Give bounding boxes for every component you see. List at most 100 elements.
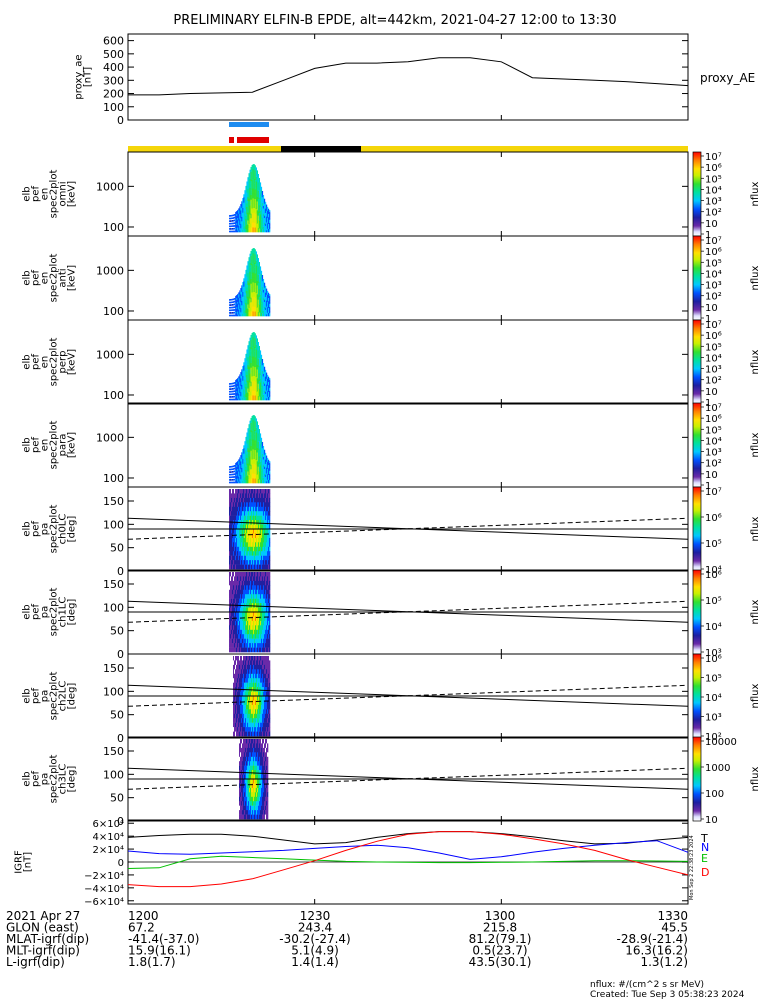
igrf-tick-3: 0 [118, 858, 124, 869]
pa_ch1LC-ylabel-line-2: pa [40, 606, 51, 618]
pa_ch0LC-colorbar-tick-2: 10⁶ [705, 513, 722, 524]
pa_ch0LC-ylabel-line-4: ch0LC [58, 514, 69, 545]
spec_para-ylabel-line-2: en [40, 439, 51, 452]
pa_ch3LC-ylabel-line-0: elb [22, 771, 33, 786]
footer-label-1: GLON (east) [6, 921, 79, 935]
black-status-bar [281, 146, 361, 152]
footer-label-0: 2021 Apr 27 [6, 909, 80, 923]
x-ticks [127, 34, 689, 904]
spec_omni-ylabel-line-5: [keV] [67, 181, 78, 207]
spec_para-tick-0: 100 [103, 472, 124, 485]
created-stamp: Created: Tue Sep 3 05:38:23 2024 [590, 990, 745, 1000]
spec_perp-colorbar-tick-1: 10 [705, 387, 718, 398]
spec_anti-spectrogram [229, 248, 271, 317]
spec_perp-colorbar-label: nflux [750, 349, 761, 374]
spec_perp-colorbar-tick-4: 10⁴ [705, 353, 722, 364]
igrf-tick-1: −4×10⁴ [84, 884, 124, 895]
footer-value-0-2: 1300 [485, 909, 516, 923]
pa_ch0LC-ylabel-line-3: spec2plot [49, 505, 60, 554]
footer-value-2-1: -30.2(-27.4) [279, 932, 350, 946]
pa_ch1LC-tick-3: 150 [103, 578, 124, 591]
pa_ch3LC-colorbar-tick-0: 10 [705, 815, 718, 826]
pa_ch0LC-tick-0: 0 [117, 565, 124, 578]
proxy-ae-ylabel: proxy_ae[nT] [74, 54, 94, 99]
panel-spec_para: 1001000elbpefenspec2plotpara[keV]11010²1… [22, 402, 761, 492]
pa_ch2LC-colorbar-tick-1: 10³ [705, 713, 722, 724]
spec_perp-spectrogram [229, 332, 271, 401]
pa_ch3LC-tick-1: 50 [110, 792, 124, 805]
spec_omni-ylabel-line-0: elb [22, 186, 33, 201]
pa_ch2LC-ylabel-line-5: [deg] [67, 683, 78, 710]
spec_omni-colorbar-tick-0: 1 [705, 230, 711, 241]
spec_para-colorbar-tick-6: 10⁶ [705, 414, 722, 425]
spec_omni-tick-1: 1000 [96, 180, 124, 193]
spec_omni-colorbar-label: nflux [750, 181, 761, 206]
pa_ch2LC-ylabel-line-2: pa [40, 690, 51, 702]
igrf-N-line [127, 840, 689, 860]
spec_perp-colorbar-tick-7: 10⁷ [705, 320, 722, 331]
pa_ch2LC-ylabel-line-4: ch2LC [58, 681, 69, 712]
pa_ch1LC-ylabel-line-3: spec2plot [49, 588, 60, 637]
spec_anti-tick-0: 100 [103, 305, 124, 318]
proxy-ae-tick-5: 500 [103, 48, 124, 61]
spec_perp-ylabel-line-0: elb [22, 354, 33, 369]
pa_ch0LC-colorbar-label: nflux [750, 516, 761, 541]
spec_anti-ylabel-line-5: [keV] [67, 265, 78, 291]
proxy-ae-tick-3: 300 [103, 74, 124, 87]
spec_omni-ylabel-line-4: omni [58, 182, 69, 207]
footer-label-2: MLAT-igrf(dip) [6, 932, 89, 946]
panel-spec_perp: 1001000elbpefenspec2plotperp[keV]11010²1… [22, 319, 761, 409]
proxy-ae-ylabel-line-0: proxy_ae [74, 54, 85, 99]
pa_ch0LC-tick-1: 50 [110, 542, 124, 555]
spec_para-colorbar-tick-0: 1 [705, 481, 711, 492]
pa_ch0LC-colorbar: 10⁴ 10⁵ 10⁶ 10⁷ nflux [692, 486, 761, 576]
footer-value-0-0: 1200 [128, 909, 159, 923]
igrf-T-line [127, 831, 689, 845]
footer-value-4-2: 43.5(30.1) [469, 955, 532, 969]
pa_ch2LC-colorbar-tick-4: 10⁶ [705, 654, 722, 665]
pa_ch2LC-colorbar: 10² 10³ 10⁴ 10⁵ 10⁶ nflux [692, 653, 761, 743]
pa_ch3LC-loss-cone-lines [127, 767, 689, 790]
spec_perp-colorbar-tick-5: 10⁵ [705, 342, 722, 353]
yellow-status-bar-right [361, 146, 688, 152]
footer-value-0-1: 1230 [300, 909, 331, 923]
page-title: PRELIMINARY ELFIN-B EPDE, alt=442km, 202… [173, 13, 616, 28]
spec_perp-colorbar-tick-6: 10⁶ [705, 331, 722, 342]
spec_omni-colorbar-tick-7: 10⁷ [705, 152, 722, 163]
pa_ch0LC-colorbar-tick-0: 10⁴ [705, 565, 722, 576]
footer-value-2-2: 81.2(79.1) [469, 932, 532, 946]
spec_perp-ylabel-line-1: pef [31, 354, 42, 371]
footer-value-1-0: 67.2 [128, 921, 155, 935]
footer-value-1-1: 243.4 [298, 921, 332, 935]
igrf-ylabel-line-0: IGRF [14, 850, 25, 874]
pa_ch3LC-ylabel-line-3: spec2plot [49, 755, 60, 804]
units-note: nflux: #/(cm^2 s sr MeV) [590, 980, 704, 990]
spec_perp-ylabel-line-4: perp [58, 351, 69, 374]
igrf-E-line [127, 855, 689, 869]
spec_omni-spectrogram [229, 164, 271, 233]
orbit-footer: 2021 Apr 27 1200 1230 1300 1330 GLON (east) 67… [6, 909, 688, 969]
pa_ch1LC-loss-cone-lines [127, 600, 689, 623]
pa_ch0LC-colorbar-tick-1: 10⁵ [705, 539, 722, 550]
pa_ch3LC-ylabel-line-2: pa [40, 773, 51, 785]
pa_ch3LC-ylabel-line-1: pef [31, 771, 42, 788]
pa_ch0LC-tick-2: 100 [103, 518, 124, 531]
proxy-ae-ylabel-line-1: [nT] [83, 67, 94, 87]
pa_ch3LC-colorbar: 10 100 1000 10000 nflux [692, 736, 761, 826]
spec_para-colorbar-tick-4: 10⁴ [705, 436, 722, 447]
footer-value-2-3: -28.9(-21.4) [617, 932, 688, 946]
pa_ch0LC-ylabel-line-2: pa [40, 523, 51, 535]
panel-pa_ch0LC: 050100150elbpefpaspec2plotch0LC[deg]10⁴1… [22, 486, 761, 578]
panel-pa_ch3LC: 050100150elbpefpaspec2plotch3LC[deg]1010… [22, 736, 761, 828]
proxy-ae-right-label: proxy_AE [700, 71, 755, 85]
panel-pa_ch1LC: 050100150elbpefpaspec2plotch1LC[deg]10³1… [22, 569, 761, 661]
footer-value-0-3: 1330 [657, 909, 688, 923]
spec_perp-colorbar-tick-0: 1 [705, 398, 711, 409]
spec_para-ylabel-line-4: para [58, 434, 69, 457]
spec_anti-ylabel-line-1: pef [31, 270, 42, 287]
spec_omni-ylabel-line-1: pef [31, 186, 42, 203]
pa_ch0LC-ylabel-line-0: elb [22, 521, 33, 536]
